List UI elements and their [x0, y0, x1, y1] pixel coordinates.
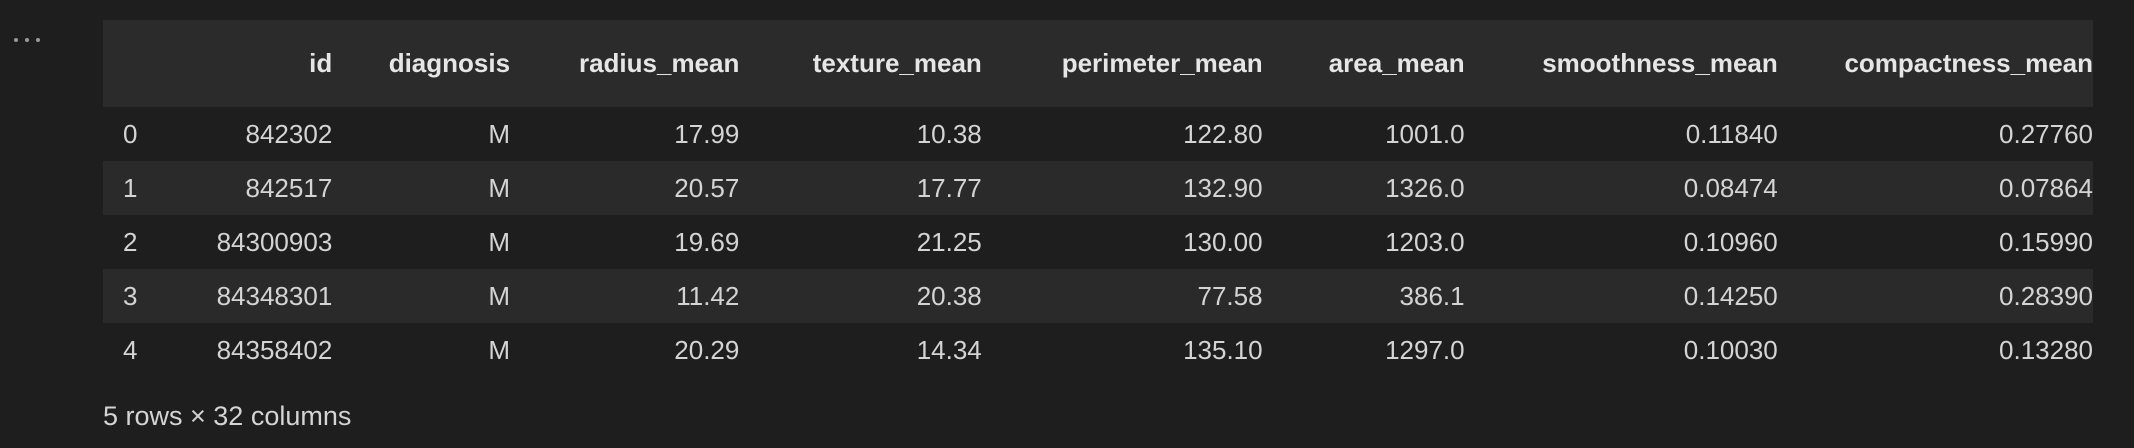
table-cell: M	[488, 280, 511, 311]
table-cell: 0.13280	[1999, 334, 2093, 365]
row-index-cell: 0	[123, 118, 138, 149]
table-cell: 1203.0	[1385, 226, 1465, 257]
table-cell: 20.57	[674, 172, 740, 203]
table-cell: 0.28390	[1999, 280, 2093, 311]
table-cell: 842302	[245, 118, 333, 149]
table-row: 2 84300903 M 19.69 21.25 130.00 1203.0 0…	[103, 215, 2093, 269]
header-cell-index	[103, 20, 164, 107]
header-cell-perimeter-mean: perimeter_mean	[1061, 48, 1263, 78]
table-header-row: id diagnosis radius_mean texture_mean pe…	[103, 20, 2093, 107]
table-cell: 0.15990	[1999, 226, 2093, 257]
header-cell-smoothness-mean: smoothness_mean	[1542, 48, 1778, 78]
table-cell: 10.38	[916, 118, 982, 149]
header-cell-texture-mean: texture_mean	[812, 48, 982, 78]
table-cell: 84300903	[216, 226, 333, 257]
table-cell: 19.69	[674, 226, 740, 257]
table-cell: 17.77	[916, 172, 982, 203]
table-cell: 0.14250	[1683, 280, 1778, 311]
table-cell: 20.29	[674, 334, 740, 365]
header-cell-radius-mean: radius_mean	[578, 48, 740, 78]
table-cell: M	[488, 118, 511, 149]
dataframe-output: id diagnosis radius_mean texture_mean pe…	[103, 20, 2093, 377]
table-cell: 0.10960	[1683, 226, 1778, 257]
table-cell: 11.42	[676, 280, 740, 311]
header-cell-area-mean: area_mean	[1328, 48, 1465, 78]
table-cell: M	[488, 172, 511, 203]
table-cell: 1297.0	[1385, 334, 1465, 365]
table-cell: 0.27760	[1999, 118, 2093, 149]
table-cell: 77.58	[1197, 280, 1263, 311]
table-cell: 0.08474	[1683, 172, 1778, 203]
table-cell: 1001.0	[1385, 118, 1465, 149]
table-cell: 84348301	[216, 280, 333, 311]
table-cell: 1326.0	[1385, 172, 1465, 203]
table-cell: 130.00	[1183, 226, 1263, 257]
table-cell: 0.10030	[1683, 334, 1778, 365]
table-cell: 132.90	[1183, 172, 1263, 203]
table-cell: 842517	[245, 172, 333, 203]
table-row: 4 84358402 M 20.29 14.34 135.10 1297.0 0…	[103, 323, 2093, 377]
row-index-cell: 4	[123, 334, 138, 365]
header-cell-diagnosis: diagnosis	[388, 48, 511, 78]
header-cell-compactness-mean: compactness_mean	[1844, 48, 2093, 78]
table-row: 0 842302 M 17.99 10.38 122.80 1001.0 0.1…	[103, 107, 2093, 161]
row-index-cell: 2	[123, 226, 138, 257]
dataframe-shape-footer: 5 rows × 32 columns	[103, 401, 352, 431]
row-index-cell: 3	[123, 280, 138, 311]
table-cell: 386.1	[1399, 280, 1465, 311]
output-more-actions-button[interactable]	[14, 18, 54, 58]
table-row: 3 84348301 M 11.42 20.38 77.58 386.1 0.1…	[103, 269, 2093, 323]
table-cell: 135.10	[1183, 334, 1263, 365]
table-cell: 20.38	[916, 280, 982, 311]
table-cell: M	[488, 334, 511, 365]
table-cell: 0.11840	[1685, 118, 1778, 149]
table-cell: M	[488, 226, 511, 257]
dataframe-table: id diagnosis radius_mean texture_mean pe…	[103, 20, 2093, 377]
table-cell: 122.80	[1183, 118, 1263, 149]
table-cell: 17.99	[674, 118, 740, 149]
table-cell: 14.34	[916, 334, 982, 365]
table-row: 1 842517 M 20.57 17.77 132.90 1326.0 0.0…	[103, 161, 2093, 215]
row-index-cell: 1	[123, 172, 138, 203]
table-cell: 84358402	[216, 334, 333, 365]
header-cell-id: id	[309, 48, 333, 78]
table-cell: 0.07864	[1999, 172, 2093, 203]
table-cell: 21.25	[916, 226, 982, 257]
